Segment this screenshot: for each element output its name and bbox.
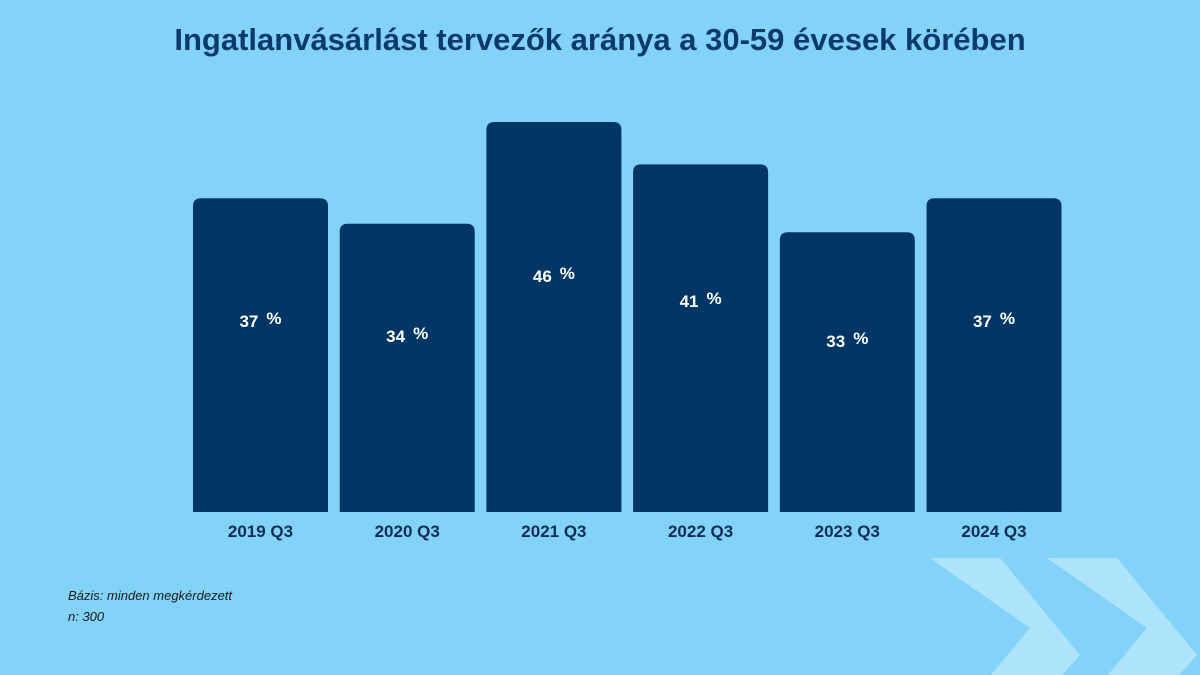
bar-value-label: 37% xyxy=(973,309,1015,331)
bar-value-label: 37% xyxy=(239,309,281,331)
footnote-base: Bázis: minden megkérdezett xyxy=(68,588,233,603)
footnote-sample-size: n: 300 xyxy=(68,609,105,624)
bar-2023-q3 xyxy=(779,232,915,512)
bar-2020-q3 xyxy=(339,223,475,512)
bar-value-label: 41% xyxy=(680,289,722,311)
bar-2024-q3 xyxy=(926,198,1062,512)
bar-2019-q3 xyxy=(193,198,328,512)
bar-value-label: 33% xyxy=(826,329,868,351)
x-tick-label: 2020 Q3 xyxy=(375,522,440,541)
chevron-decoration-icon xyxy=(930,558,1197,675)
x-tick-label: 2019 Q3 xyxy=(228,522,293,541)
bar-value-label: 34% xyxy=(386,324,428,346)
x-tick-label: 2024 Q3 xyxy=(961,522,1026,541)
x-tick-label: 2023 Q3 xyxy=(815,522,880,541)
chart-title: Ingatlanvásárlást tervezők aránya a 30-5… xyxy=(174,22,1026,57)
x-tick-label: 2021 Q3 xyxy=(521,522,586,541)
x-tick-labels-group: 2019 Q3 2020 Q3 2021 Q3 2022 Q3 2023 Q3 2024 … xyxy=(228,522,1027,541)
bars-group xyxy=(193,122,1062,513)
bar-2022-q3 xyxy=(633,164,769,513)
bar-2021-q3 xyxy=(486,122,622,512)
value-labels-group: 37 % 34 % 46 % 41 % 33 % 37% xyxy=(239,264,1015,351)
x-tick-label: 2022 Q3 xyxy=(668,522,733,541)
bar-value-label: 46% xyxy=(533,264,575,286)
